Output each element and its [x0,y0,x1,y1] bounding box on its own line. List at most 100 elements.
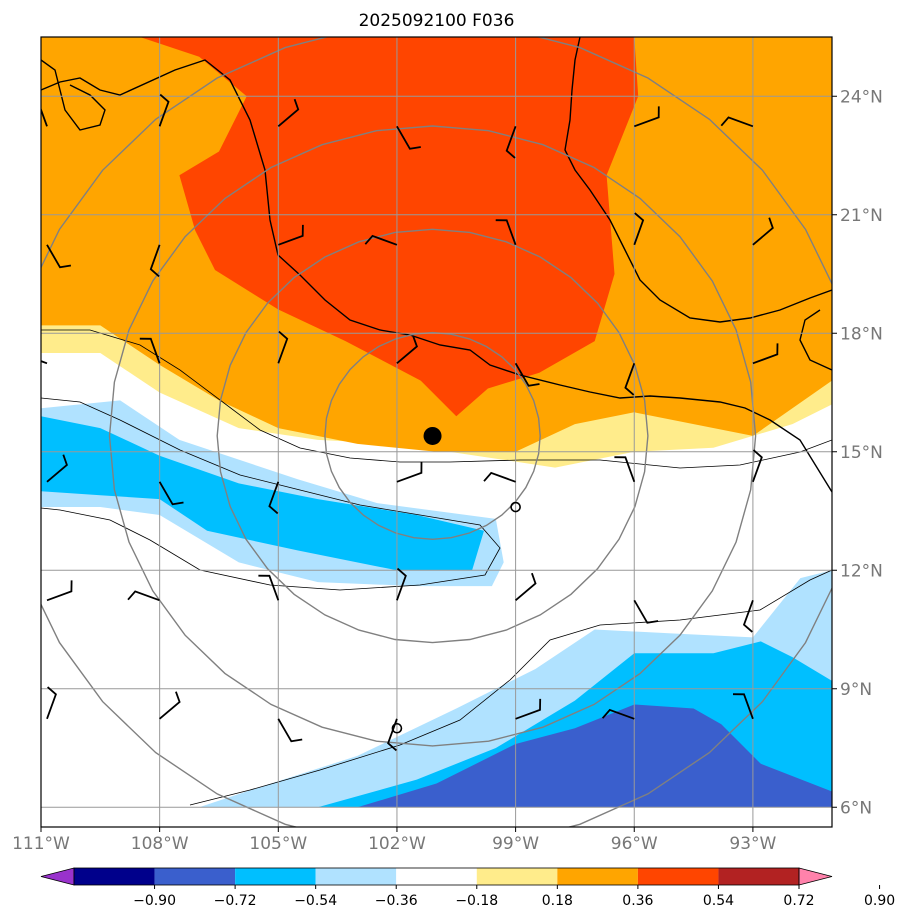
range-ring-2 [108,125,757,747]
wind-barb-2 [277,98,300,127]
y-tick-label-1: 21°N [840,206,883,226]
x-tick-label-3: 102°W [368,834,426,854]
wind-barb-28 [46,580,73,602]
x-tick-label-2: 105°W [249,834,307,854]
y-tick-label-4: 12°N [840,561,883,581]
wind-barb-0 [41,107,48,127]
colorbar-label-2: −0.54 [294,893,337,909]
colorbar-label-1: −0.72 [214,893,257,909]
colorbar-label-5: 0.18 [542,893,573,909]
x-axis-ticks: 111°W 108°W 105°W 102°W 99°W 96°W 93°W [12,827,777,854]
wind-barb-17 [396,335,418,364]
coastline-baja [41,59,106,131]
wind-barb-12 [633,212,645,246]
colorbar-extend-low [40,867,75,886]
coastline-yucatan [799,309,832,371]
colorbar-segment-1 [154,868,236,885]
colorbar-extend-high [798,867,833,886]
coastline-pacific [41,59,832,493]
calm-wind-circle-1 [391,722,403,734]
colorbar-label-8: 0.72 [783,893,814,909]
coastlines [41,37,832,493]
gridlines [41,37,832,827]
wind-barb-37 [277,718,303,743]
colorbar-label-0: −0.90 [133,893,176,909]
colorbar-label-6: 0.36 [622,893,653,909]
wind-barb-41 [732,693,754,720]
range-ring-3 [41,37,832,827]
wind-barb-36 [159,691,181,720]
chart-title: 2025092100 F036 [359,11,515,31]
wind-barb-33 [633,599,659,624]
wind-barb-31 [396,567,407,601]
y-tick-label-5: 9°N [840,680,872,700]
range-ring-1 [216,228,649,644]
wind-barb-40 [601,708,635,720]
x-tick-label-6: 93°W [729,834,776,854]
wind-barbs [41,93,779,752]
colorbar-segment-8 [718,868,799,885]
storm-center-marker [423,426,442,445]
colorbar-segment-7 [637,868,719,885]
wind-barb-25 [483,471,516,483]
wind-barb-9 [277,224,304,246]
colorbar-segment-0 [74,868,155,885]
fill-region-7 [357,704,832,808]
wind-barb-27 [752,449,763,483]
calm-wind-circle-0 [510,501,521,513]
wind-barb-7 [46,244,72,269]
coastline-gulf [564,37,832,323]
x-tick-label-4: 99°W [492,834,539,854]
colorbar-label-3: −0.36 [375,893,418,909]
wind-barb-3 [396,125,421,150]
x-tick-label-0: 111°W [12,834,70,854]
wind-barb-1 [158,93,170,127]
wind-barb-29 [127,590,160,602]
wind-barb-39 [515,698,542,720]
wind-barb-21 [46,454,68,483]
wind-barb-4 [505,125,517,159]
colorbar-label-4: −0.18 [455,893,498,909]
colorbar-segment-6 [557,868,638,885]
wind-barb-10 [364,234,398,246]
wind-barb-22 [158,481,184,506]
wind-barb-13 [752,217,774,246]
colorbar-segment-3 [315,868,397,885]
wind-barb-8 [149,244,161,278]
x-tick-label-1: 108°W [131,834,189,854]
y-axis-ticks: 24°N 21°N 18°N 15°N 12°N 9°N 6°N [832,87,883,818]
wind-barb-19 [624,362,636,396]
wind-barb-16 [277,330,289,364]
colorbar-label-9: 0.90 [864,893,895,909]
wind-barb-34 [742,599,754,633]
colorbar-frame [73,867,800,886]
fill-region-4 [41,416,484,571]
wind-barb-11 [495,219,517,246]
wind-barb-26 [614,456,636,483]
colorbar: −0.90 −0.72 −0.54 −0.36 −0.18 0.18 0.36 0.54 0.7… [40,867,895,909]
wind-barb-23 [268,481,280,515]
y-tick-label-3: 15°N [840,443,883,463]
range-rings [41,37,832,827]
wind-barb-24 [396,461,423,483]
x-tick-label-5: 96°W [611,834,658,854]
contour-neg-south [189,569,832,806]
contour-neg-west [41,397,501,591]
wind-barb-20 [752,343,779,365]
colorbar-label-7: 0.54 [703,893,734,909]
wind-barb-5 [633,106,660,128]
range-ring-0 [324,331,541,541]
y-tick-label-0: 24°N [840,87,883,107]
y-tick-label-2: 18°N [840,324,883,344]
wind-barb-35 [46,686,57,720]
colorbar-segment-2 [235,868,316,885]
wind-barb-6 [720,116,754,128]
y-tick-label-6: 6°N [840,798,872,818]
wind-barb-15 [139,337,161,364]
wind-barb-30 [258,574,280,601]
calm-wind-markers [391,501,521,734]
map-area [41,37,832,827]
map-frame [40,36,833,828]
wind-barb-38 [387,718,398,752]
